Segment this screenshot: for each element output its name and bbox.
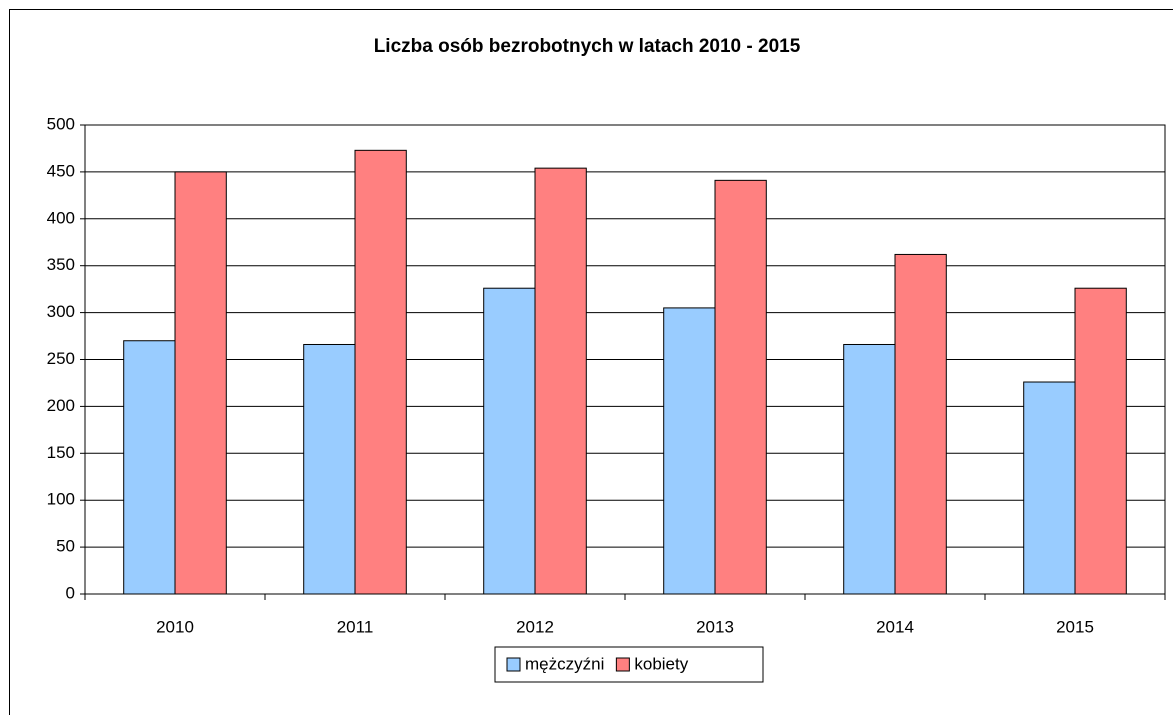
bar xyxy=(174,171,227,595)
y-tick-label: 400 xyxy=(47,208,75,227)
chart-title: Liczba osób bezrobotnych w latach 2010 -… xyxy=(374,36,801,57)
legend-label: mężczyźni xyxy=(525,654,604,673)
y-tick-label: 250 xyxy=(47,349,75,368)
x-tick-label: 2010 xyxy=(156,617,194,636)
bar xyxy=(663,307,716,595)
y-tick-label: 100 xyxy=(47,490,75,509)
x-tick-label: 2011 xyxy=(337,617,374,636)
bar xyxy=(354,149,407,595)
bar xyxy=(483,287,536,595)
x-tick-label: 2014 xyxy=(876,617,914,636)
bar xyxy=(1023,381,1076,595)
legend-swatch xyxy=(506,657,521,672)
y-tick-label: 300 xyxy=(47,302,75,321)
x-tick-label: 2013 xyxy=(696,617,734,636)
x-tick-label: 2012 xyxy=(516,617,554,636)
y-tick-label: 500 xyxy=(47,114,75,133)
legend-label: kobiety xyxy=(634,654,688,673)
plot-border xyxy=(84,124,1166,595)
y-tick-label: 150 xyxy=(47,443,75,462)
legend-swatch xyxy=(615,657,630,672)
y-tick-label: 50 xyxy=(56,537,75,556)
x-tick-label: 2015 xyxy=(1056,617,1094,636)
bar xyxy=(1074,287,1127,595)
y-tick-label: 350 xyxy=(47,255,75,274)
bar xyxy=(843,343,896,595)
y-tick-label: 0 xyxy=(66,583,75,602)
y-tick-label: 200 xyxy=(47,396,75,415)
y-tick-label: 450 xyxy=(47,161,75,180)
bar xyxy=(894,253,947,595)
bar xyxy=(123,340,176,595)
bar xyxy=(303,343,356,595)
bar xyxy=(714,179,767,595)
bar xyxy=(534,167,587,595)
